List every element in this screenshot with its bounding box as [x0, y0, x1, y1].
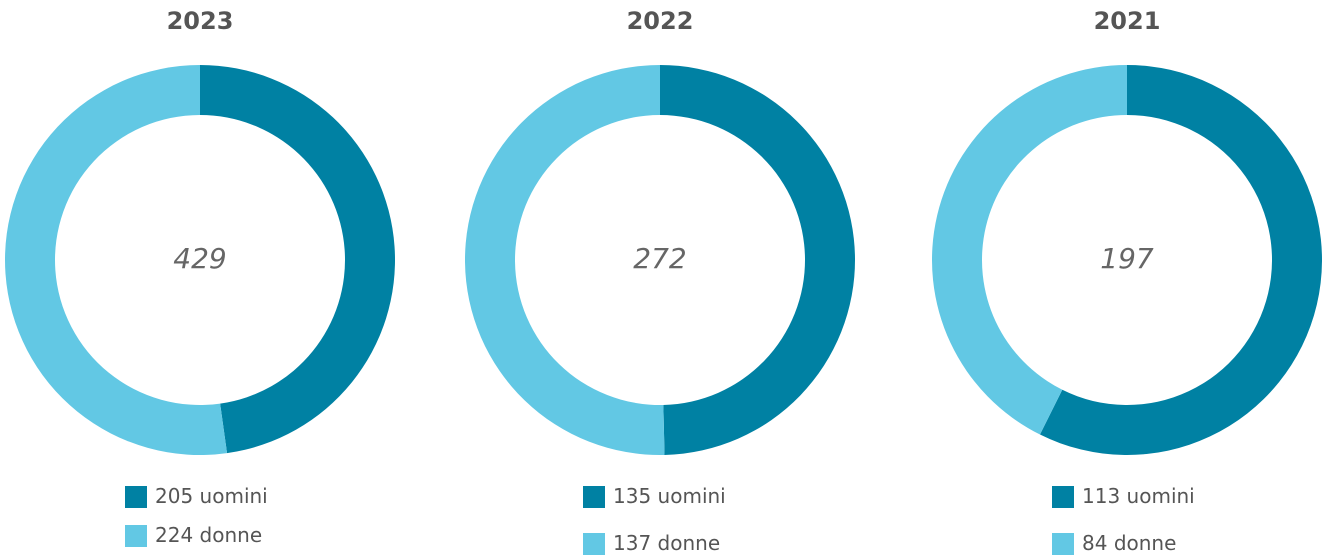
legend-swatch	[125, 486, 147, 508]
donut-segment	[1039, 65, 1322, 455]
legend-name: donne	[1114, 531, 1177, 555]
legend-name: donne	[200, 523, 263, 547]
legend-value: 137	[613, 531, 651, 555]
chart-title: 2021	[1094, 7, 1161, 35]
donut-segment	[5, 65, 228, 455]
legend-value: 113	[1082, 484, 1120, 508]
legend-name: uomini	[658, 484, 726, 508]
legend-value: 224	[155, 523, 193, 547]
donut-segment	[660, 65, 855, 455]
legend-value: 135	[613, 484, 651, 508]
legend-label: 224 donne	[155, 523, 262, 547]
legend-label: 84 donne	[1082, 531, 1176, 555]
center-total: 197	[1100, 242, 1154, 275]
legend-label: 135 uomini	[613, 484, 726, 508]
donut-segment	[200, 65, 396, 454]
legend-swatch	[583, 533, 605, 555]
chart-title: 2023	[167, 7, 234, 35]
legend-value: 205	[155, 484, 193, 508]
legend-label: 137 donne	[613, 531, 720, 555]
legend-value: 84	[1082, 531, 1107, 555]
legend-name: donne	[658, 531, 721, 555]
legend-name: uomini	[200, 484, 268, 508]
donut-segment	[932, 65, 1127, 435]
legend-label: 205 uomini	[155, 484, 268, 508]
legend-swatch	[1052, 533, 1074, 555]
legend-label: 113 uomini	[1082, 484, 1195, 508]
legend-swatch	[1052, 486, 1074, 508]
legend-swatch	[125, 525, 147, 547]
center-total: 272	[633, 242, 686, 275]
donut-segment	[464, 65, 665, 455]
center-total: 429	[173, 242, 226, 275]
chart-title: 2022	[627, 7, 694, 35]
legend-name: uomini	[1127, 484, 1195, 508]
legend-swatch	[583, 486, 605, 508]
